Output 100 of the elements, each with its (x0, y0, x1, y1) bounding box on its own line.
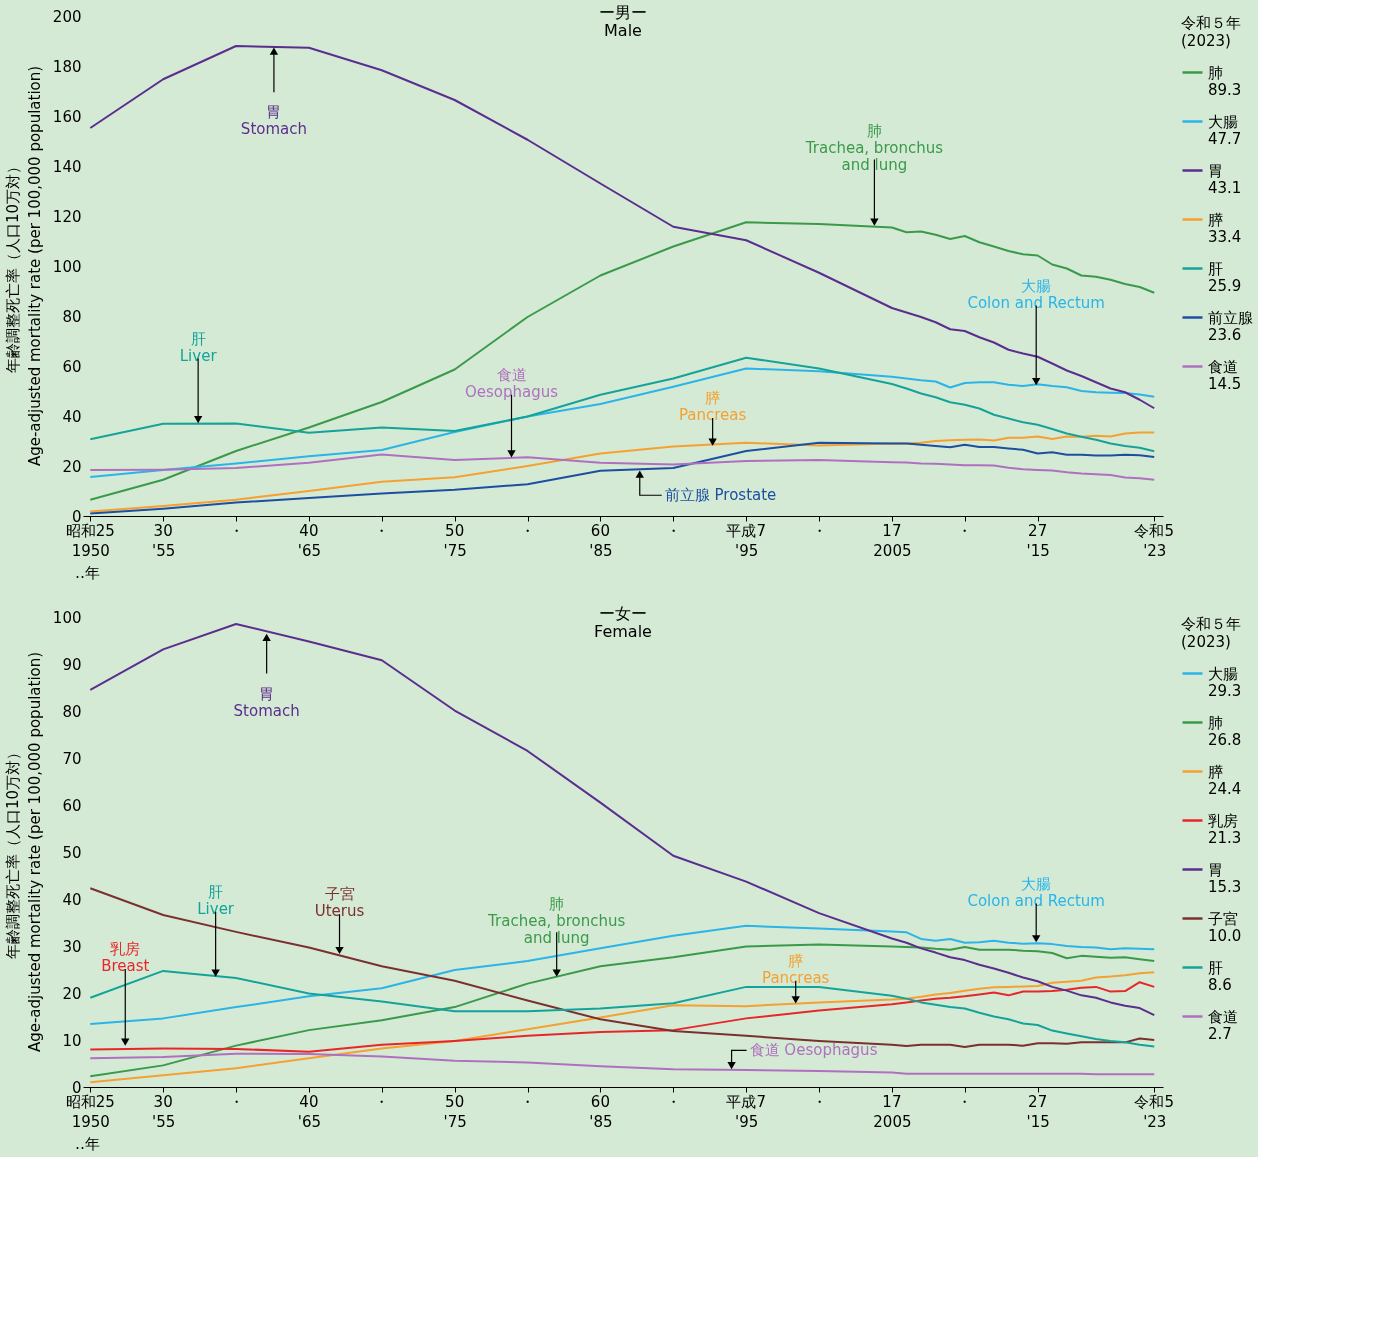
text: 30 (153, 522, 173, 540)
x-tick-label: '15 (1026, 541, 1050, 560)
y-tick-label: 100 (52, 257, 82, 276)
annotation: 大腸 Colon and Rectum (967, 874, 1105, 910)
legend-label: 食道 14.5 (1208, 357, 1242, 393)
line-series (89, 367, 1156, 478)
text: 60 (590, 522, 610, 540)
text: ・ (957, 1093, 973, 1111)
x-tick-label: '75 (443, 541, 467, 560)
line-series (89, 971, 1156, 1084)
text: 令和5 (1134, 1093, 1175, 1111)
annotation: 乳房 Breast (101, 939, 150, 975)
text: ・ (957, 522, 973, 540)
x-tick-label: 2005 (873, 541, 912, 560)
text: ・ (665, 522, 681, 540)
legend-title: 令和５年 (2023) (1181, 14, 1241, 50)
annotation: 膵 Pancreas (762, 951, 830, 987)
x-tick-label: '15 (1026, 1112, 1050, 1131)
chart-title: ー男ー Male (599, 3, 647, 40)
text: ・ (811, 522, 827, 540)
text: 50 (445, 1093, 465, 1111)
legend-title: 令和５年 (2023) (1181, 615, 1241, 651)
y-axis-title: 年齢調整死亡率（人口10万対） Age-adjusted mortality rate (per 100,000 population) (4, 651, 44, 1053)
chart-title: ー女ー Female (594, 604, 652, 641)
legend-label: 大腸 29.3 (1208, 664, 1242, 700)
x-tick-label: '65 (297, 541, 322, 560)
annotation: 胃 Stomach (233, 684, 300, 720)
text: ・ (228, 1093, 244, 1111)
annotation: 膵 Pancreas (678, 389, 747, 424)
text: 17 (882, 1093, 902, 1111)
y-tick-label: 70 (62, 749, 82, 768)
annotation: 肝 Liver (179, 329, 218, 365)
legend-label: 大腸 47.7 (1208, 112, 1242, 148)
text: ・ (374, 1093, 390, 1111)
legend-label: 膵 24.4 (1208, 762, 1242, 798)
line-series (89, 453, 1156, 481)
text: 平成7 (726, 1093, 766, 1111)
y-tick-label: 60 (62, 796, 82, 815)
text: 40 (299, 1093, 319, 1111)
text: 17 (882, 522, 902, 540)
x-tick-label: 1950 (71, 541, 110, 560)
y-tick-label: 40 (62, 890, 82, 909)
legend-label: 前立腺 23.6 (1208, 308, 1253, 344)
x-tick-label: '23 (1143, 541, 1167, 560)
annotation: 大腸 Colon and Rectum (967, 276, 1105, 312)
x-axis-title: ‥年 (75, 564, 101, 582)
text: ・ (520, 522, 536, 540)
text: 昭和25 (65, 522, 115, 540)
text: ・ (811, 1093, 827, 1111)
legend-label: 肺 26.8 (1208, 713, 1242, 749)
legend-label: 食道 2.7 (1208, 1007, 1238, 1043)
legend-label: 胃 43.1 (1208, 161, 1242, 197)
x-tick-label: 2005 (873, 1112, 912, 1131)
text: ・ (665, 1093, 681, 1111)
y-axis-title: 年齢調整死亡率（人口10万対） Age-adjusted mortality rate (per 100,000 population) (4, 65, 44, 467)
y-tick-label: 100 (52, 608, 82, 627)
legend-label: 膵 33.4 (1208, 210, 1242, 246)
legend-label: 肝 25.9 (1208, 259, 1242, 295)
annotation: 肺 Trachea, bronchus and lung (487, 894, 626, 947)
text: 令和5 (1134, 522, 1175, 540)
x-tick-label: '23 (1143, 1112, 1167, 1131)
x-tick-label: '85 (589, 1112, 613, 1131)
text: 昭和25 (65, 1093, 115, 1111)
annotation: 子宮 Uterus (314, 885, 365, 921)
y-tick-label: 40 (62, 407, 82, 426)
x-tick-label: '85 (589, 541, 613, 560)
x-tick-label: '75 (443, 1112, 467, 1131)
text: ・ (520, 1093, 536, 1111)
x-tick-label: '95 (735, 541, 759, 560)
x-tick-label: '55 (152, 541, 176, 560)
text: 27 (1028, 522, 1048, 540)
text: 60 (590, 1093, 610, 1111)
y-tick-label: 80 (62, 702, 82, 721)
legend-label: 肺 89.3 (1208, 63, 1242, 99)
text: 50 (445, 522, 465, 540)
annotation: 胃 Stomach (240, 103, 307, 139)
text: 30 (153, 1093, 173, 1111)
y-tick-label: 180 (52, 57, 82, 76)
annotation: 食道 Oesophagus (464, 365, 559, 401)
line-series (89, 623, 1156, 1017)
text: ・ (374, 522, 390, 540)
annotation: 食道 Oesophagus (749, 1041, 878, 1060)
y-tick-label: 30 (62, 937, 82, 956)
y-tick-label: 90 (62, 655, 82, 674)
x-tick-label: '65 (297, 1112, 322, 1131)
y-tick-label: 160 (52, 107, 82, 126)
y-tick-label: 20 (62, 984, 82, 1003)
y-tick-label: 10 (62, 1031, 82, 1050)
text: 27 (1028, 1093, 1048, 1111)
legend-label: 乳房 21.3 (1208, 811, 1242, 847)
line-series (89, 221, 1156, 501)
y-tick-label: 200 (52, 7, 82, 26)
text: ・ (228, 522, 244, 540)
x-tick-label: '55 (152, 1112, 176, 1131)
y-tick-label: 50 (62, 843, 82, 862)
x-tick-label: '95 (735, 1112, 759, 1131)
annotation: 前立腺 Prostate (664, 486, 777, 505)
text: 平成7 (726, 522, 766, 540)
x-axis-title: ‥年 (75, 1135, 101, 1153)
text: 40 (299, 522, 319, 540)
